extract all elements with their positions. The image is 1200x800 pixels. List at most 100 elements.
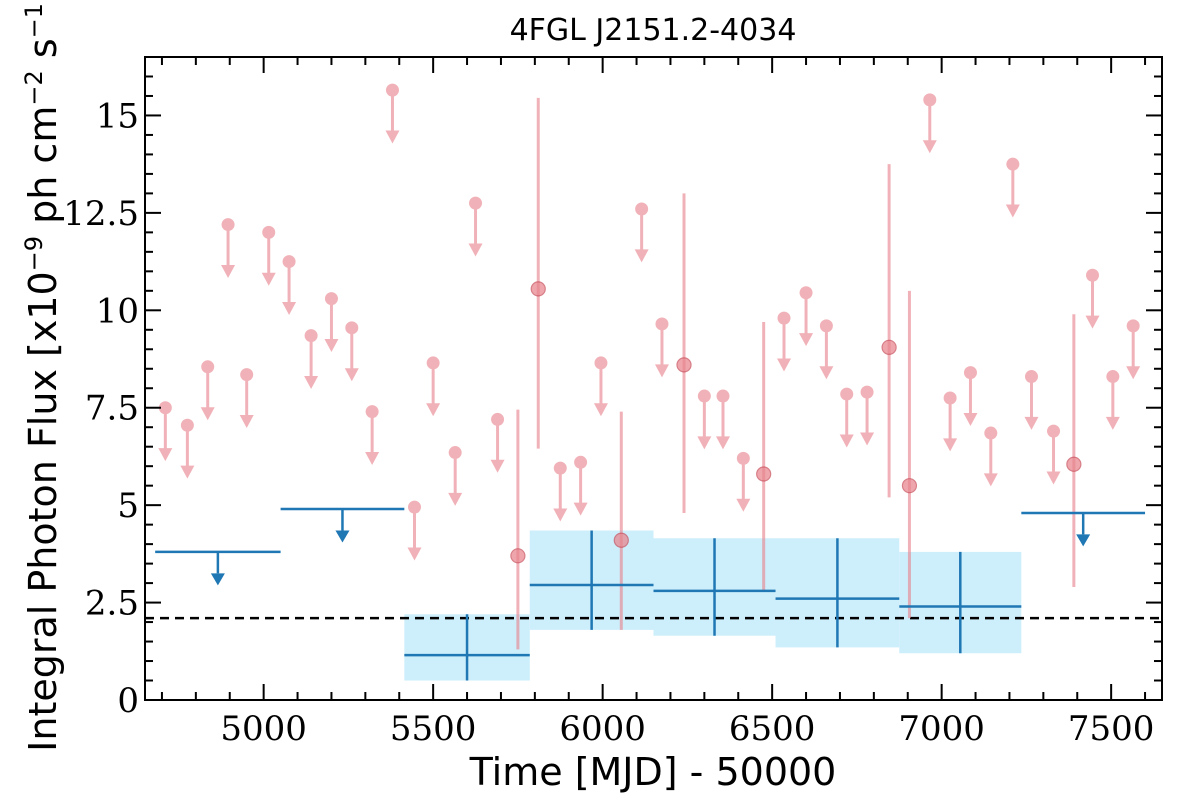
upper-limit-arrow xyxy=(407,547,422,561)
short-upper-limit xyxy=(324,292,339,352)
short-detection xyxy=(510,409,526,650)
upper-limit-point xyxy=(408,500,422,514)
upper-limit-arrow xyxy=(468,243,483,257)
upper-limit-arrow xyxy=(385,130,400,144)
short-upper-limit xyxy=(365,405,380,466)
plot-frame xyxy=(144,56,1163,701)
short-upper-limit xyxy=(922,93,937,154)
short-upper-limit xyxy=(715,389,730,450)
short-upper-limit xyxy=(839,387,854,448)
upper-limit-arrow xyxy=(324,338,339,352)
upper-limit-arrow xyxy=(593,403,608,417)
upper-limit-point xyxy=(943,391,957,405)
short-bin-detections xyxy=(510,97,1082,650)
upper-limit-arrow xyxy=(736,498,751,512)
y-tick-label: 10 xyxy=(96,291,139,331)
upper-limit-point xyxy=(1006,157,1020,171)
upper-limit-arrow xyxy=(799,333,814,347)
short-upper-limit xyxy=(983,426,998,487)
long-upper-limit xyxy=(155,550,281,586)
upper-limit-arrow xyxy=(983,473,998,487)
y-title-mid2: s xyxy=(21,38,65,70)
upper-limit-point xyxy=(819,319,833,333)
axes: 5000 5500 6000 6500 7000 7500 0 2.5 5 7.5 10 12.5 15 xyxy=(63,56,1163,749)
short-upper-limit xyxy=(1085,268,1100,329)
x-axis-title: Time [MJD] - 50000 xyxy=(469,750,837,794)
short-upper-limit xyxy=(448,446,463,506)
long-bin-marks xyxy=(155,507,1146,681)
upper-limit-point xyxy=(1024,370,1038,384)
y-title-exp1: −9 xyxy=(20,236,48,271)
y-tick-label: 5 xyxy=(117,486,139,526)
short-upper-limit xyxy=(200,360,215,421)
upper-limit-point xyxy=(1126,319,1140,333)
short-upper-limit xyxy=(426,356,441,417)
upper-limit-arrow xyxy=(239,414,254,428)
short-upper-limit xyxy=(943,391,958,452)
upper-limit-point xyxy=(840,387,854,401)
chart-title: 4FGL J2151.2-4034 xyxy=(510,13,797,48)
upper-limit-point xyxy=(594,356,608,370)
short-upper-limit xyxy=(221,218,236,278)
upper-limit-point xyxy=(240,368,254,382)
upper-limit-point xyxy=(448,446,462,460)
short-detection xyxy=(676,193,692,513)
short-upper-limit xyxy=(304,329,319,390)
short-upper-limit xyxy=(261,225,276,286)
upper-limit-point xyxy=(736,451,750,465)
x-tick-label: 5000 xyxy=(220,709,307,749)
short-upper-limit xyxy=(180,418,195,479)
detection-point xyxy=(530,281,546,297)
upper-limit-arrow xyxy=(777,358,792,372)
upper-limit-arrow xyxy=(180,465,195,479)
short-detection xyxy=(901,290,918,619)
x-tick-label: 6000 xyxy=(559,709,646,749)
upper-limit-point xyxy=(697,389,711,403)
upper-limit-point xyxy=(180,418,194,432)
long-detection xyxy=(529,530,654,630)
upper-limit-point xyxy=(201,360,215,374)
long-upper-limit-arrow xyxy=(210,573,225,586)
x-tick-label: 6500 xyxy=(729,709,816,749)
upper-limit-point xyxy=(1047,424,1061,438)
upper-limit-arrow xyxy=(573,502,588,516)
y-title-mid: ph cm xyxy=(21,106,65,236)
short-upper-limit xyxy=(407,500,422,561)
short-upper-limit xyxy=(1005,157,1020,218)
detection-point xyxy=(901,478,918,494)
short-upper-limit xyxy=(736,451,751,512)
upper-limit-arrow xyxy=(282,301,297,315)
y-tick-label: 2.5 xyxy=(85,584,139,624)
y-tick-label: 15 xyxy=(96,96,139,136)
short-upper-limit xyxy=(819,319,834,380)
long-detection xyxy=(775,538,900,648)
y-tick-label: 0 xyxy=(117,681,139,721)
y-tick-label: 12.5 xyxy=(63,194,139,234)
upper-limit-arrow xyxy=(1024,416,1039,430)
short-upper-limit xyxy=(553,461,568,522)
short-upper-limit xyxy=(593,356,608,417)
upper-limit-point xyxy=(262,225,276,239)
short-upper-limit xyxy=(634,202,649,263)
upper-limit-point xyxy=(365,405,379,419)
y-axis-title: Integral Photon Flux [x10−9 ph cm−2 s−1] xyxy=(20,0,65,752)
short-upper-limit xyxy=(1024,370,1039,430)
upper-limit-arrow xyxy=(344,368,359,382)
short-upper-limit xyxy=(344,321,359,382)
upper-limit-point xyxy=(574,455,588,469)
upper-limit-point xyxy=(282,255,296,269)
short-upper-limit xyxy=(654,317,669,378)
upper-limit-arrow xyxy=(1085,315,1100,329)
short-upper-limit xyxy=(860,385,875,446)
short-upper-limit xyxy=(777,311,792,372)
upper-limit-point xyxy=(777,311,791,325)
long-detection xyxy=(653,538,776,636)
short-detection xyxy=(1066,314,1082,587)
upper-limit-arrow xyxy=(922,140,937,154)
upper-limit-point xyxy=(655,317,669,331)
upper-limit-point xyxy=(799,286,813,300)
upper-limit-arrow xyxy=(634,249,649,263)
short-upper-limit xyxy=(158,401,173,462)
detection-point xyxy=(881,339,897,355)
